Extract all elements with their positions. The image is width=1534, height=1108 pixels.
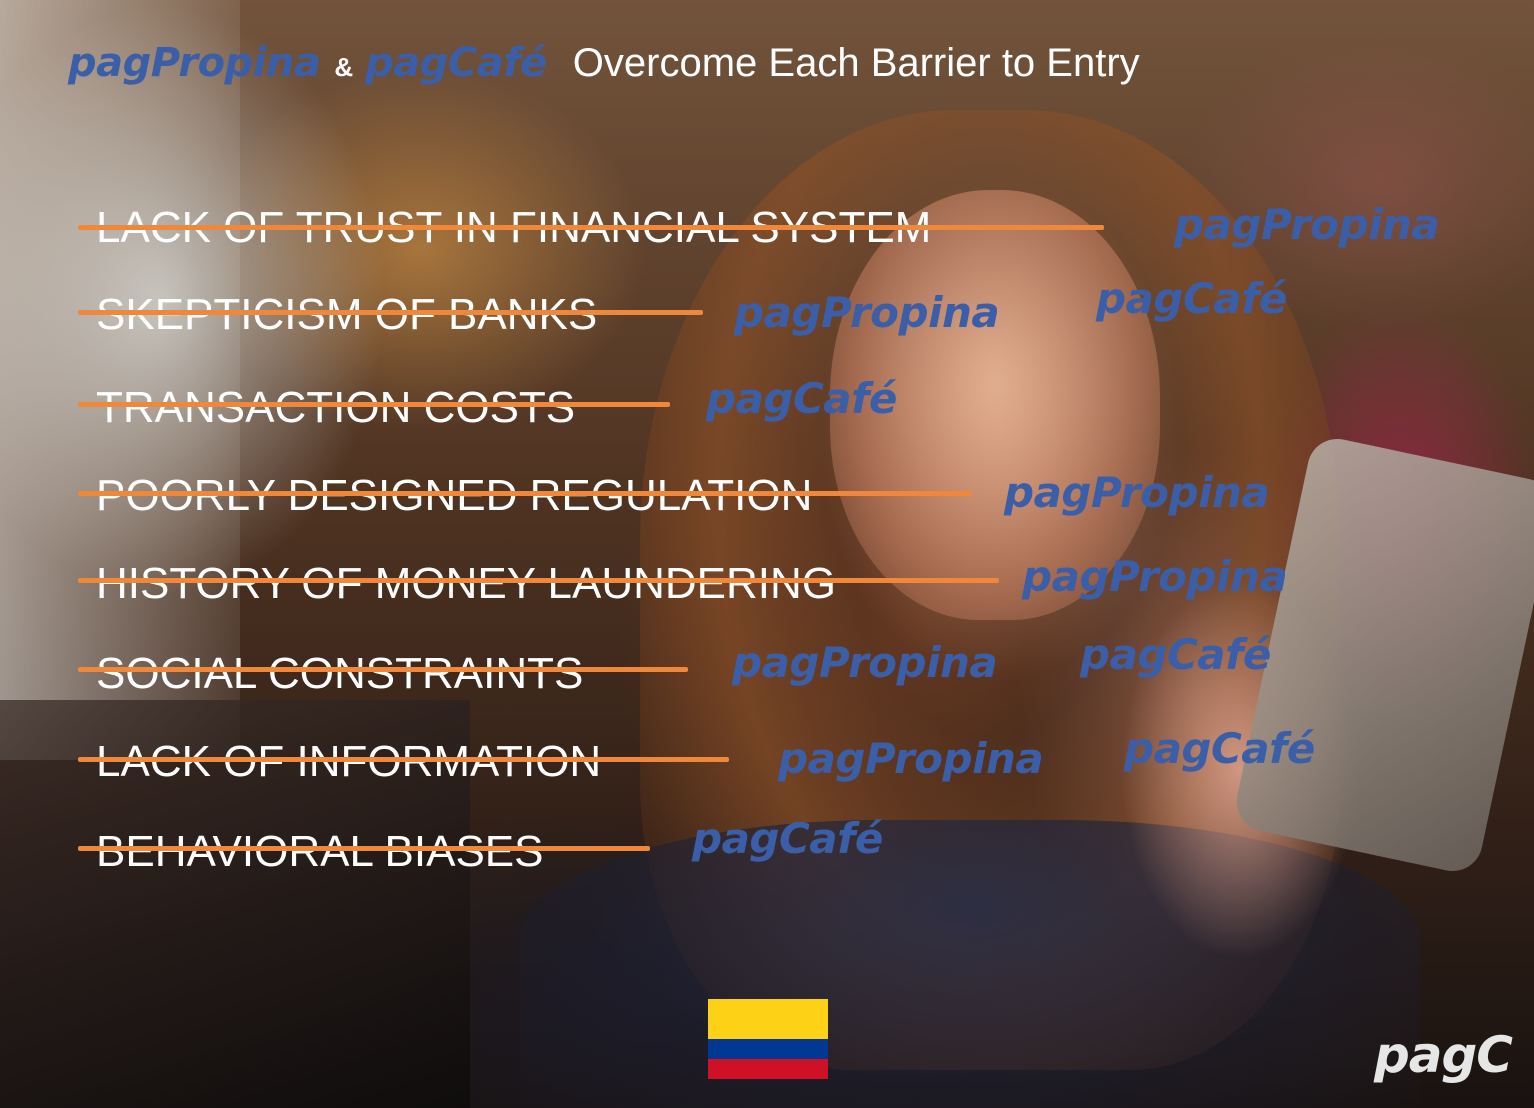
page-title: Overcome Each Barrier to Entry — [572, 41, 1140, 85]
strikethrough-line — [78, 225, 1104, 230]
barrier-label: HISTORY OF MONEY LAUNDERING — [96, 559, 837, 608]
solution-tag: pagPropina — [732, 642, 998, 684]
brand-pagpropina: pagPropina — [1022, 552, 1288, 601]
brand-pagcafe: pagCafé — [706, 374, 897, 423]
solution-tag: pagPropina — [734, 292, 1000, 334]
brand-pagcafe: pagCafé — [1096, 274, 1287, 323]
background-face — [830, 190, 1160, 620]
brand-pagpropina: pagPropina — [68, 40, 321, 86]
barrier-label: TRANSACTION COSTS — [96, 383, 576, 432]
solution-tag: pagPropina — [1174, 204, 1440, 246]
strikethrough-line — [78, 846, 650, 851]
barrier-label: BEHAVIORAL BIASES — [96, 827, 544, 876]
brand-pagcafe: pagCafé — [1080, 630, 1271, 679]
solution-tag: pagPropina — [778, 738, 1044, 780]
pagc-logo: pagC — [1373, 1026, 1513, 1084]
ampersand: & — [334, 52, 354, 82]
strikethrough-line — [78, 402, 670, 407]
slide-header: pagPropina & pagCafé Overcome Each Barri… — [68, 40, 1140, 100]
brand-pagpropina: pagPropina — [1174, 200, 1440, 249]
colombia-flag — [708, 999, 828, 1079]
solution-tag: pagCafé — [1096, 278, 1287, 320]
strikethrough-line — [78, 578, 999, 583]
brand-pagcafe: pagCafé — [1124, 724, 1315, 773]
barrier-label: LACK OF INFORMATION — [96, 737, 602, 786]
solution-tag: pagCafé — [706, 378, 897, 420]
barrier-label: POORLY DESIGNED REGULATION — [96, 471, 813, 520]
solution-tag: pagCafé — [1124, 728, 1315, 770]
strikethrough-line — [78, 310, 703, 315]
brand-pagcafe: pagCafé — [692, 814, 883, 863]
brand-pagpropina: pagPropina — [732, 638, 998, 687]
brand-pagpropina: pagPropina — [1004, 468, 1270, 517]
flag-stripe-blue — [708, 1039, 828, 1059]
brand-pagpropina: pagPropina — [778, 734, 1044, 783]
background-window — [0, 0, 240, 760]
solution-tag: pagCafé — [692, 818, 883, 860]
solution-tag: pagPropina — [1004, 472, 1270, 514]
solution-tag: pagPropina — [1022, 556, 1288, 598]
flag-stripe-red — [708, 1059, 828, 1079]
background-table — [0, 700, 470, 1108]
brand-pagpropina: pagPropina — [734, 288, 1000, 337]
strikethrough-line — [78, 757, 729, 762]
flag-stripe-yellow — [708, 999, 828, 1039]
strikethrough-line — [78, 667, 688, 672]
strikethrough-line — [78, 491, 972, 496]
solution-tag: pagCafé — [1080, 634, 1271, 676]
barrier-label: SKEPTICISM OF BANKS — [96, 290, 598, 339]
barrier-label: SOCIAL CONSTRAINTS — [96, 649, 584, 698]
brand-pagcafe: pagCafé — [365, 40, 547, 86]
